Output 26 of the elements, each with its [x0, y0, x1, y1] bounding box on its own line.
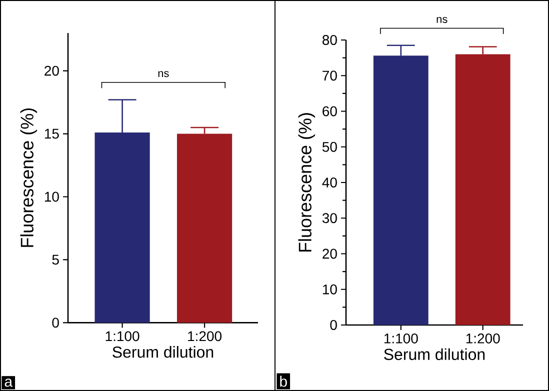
- text: ns: [436, 16, 448, 24]
- y-tick-label: 50: [322, 142, 337, 152]
- y-tick-label: 5: [52, 254, 59, 265]
- annotation: ns: [158, 71, 169, 78]
- x-tick-label: 1:100: [106, 331, 140, 342]
- x-tick-label: 1:200: [188, 331, 222, 342]
- y-axis-title: Fluorescence (%): [20, 108, 38, 247]
- text: b: [280, 376, 287, 387]
- x-axis-title: Serum dilution: [112, 346, 214, 358]
- y-tick-label: 70: [322, 70, 337, 81]
- y-tick-label: 10: [44, 192, 59, 202]
- x-tick-label: 1:200: [466, 334, 500, 344]
- y-tick-label: 30: [322, 213, 337, 224]
- y-tick-label: 40: [322, 178, 337, 188]
- y-tick-label: 10: [322, 284, 337, 294]
- y-tick-label: 0: [330, 320, 337, 330]
- x-axis-title: Serum dilution: [384, 348, 485, 360]
- y-tick-label: 20: [44, 66, 59, 76]
- y-tick-label: 60: [322, 106, 337, 116]
- y-tick-label: 20: [322, 248, 337, 259]
- y-tick-label: 0: [52, 318, 59, 328]
- y-tick-label: 80: [322, 35, 337, 45]
- y-axis-title: Fluorescence (%): [298, 113, 316, 252]
- text: a: [4, 378, 13, 387]
- x-tick-label: 1:100: [384, 334, 418, 344]
- y-tick-label: 15: [44, 128, 59, 139]
